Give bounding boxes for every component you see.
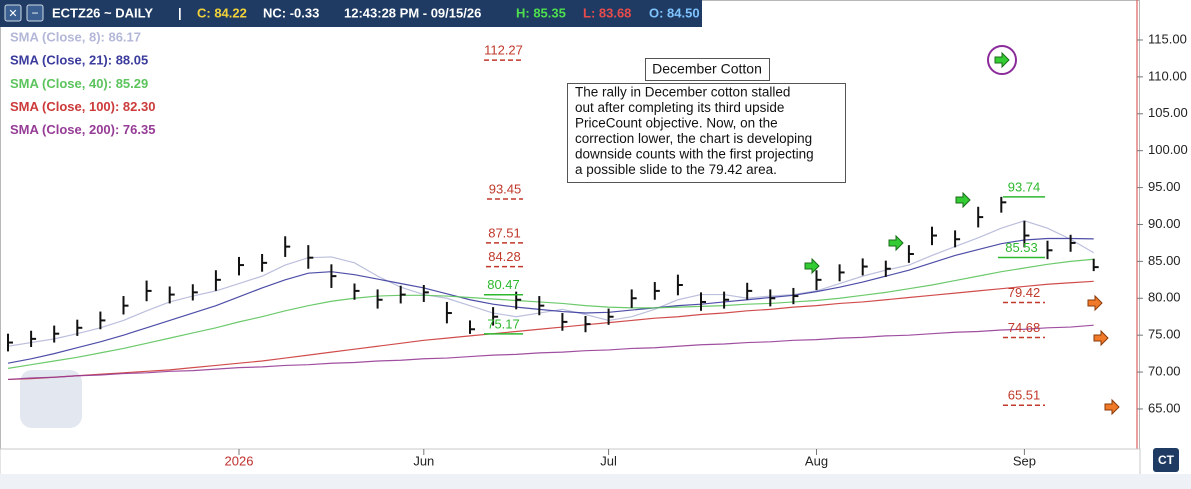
open-price: O: 84.50 [649, 5, 700, 20]
y-tick-label: 100.00 [1148, 142, 1188, 157]
minimize-icon: − [31, 6, 38, 20]
level-label: 80.47 [487, 277, 520, 292]
legend-entry: SMA (Close, 200): 76.35 [10, 122, 155, 137]
close-button[interactable] [4, 4, 22, 22]
sma-lines [7, 220, 1095, 381]
callout-line: correction lower, the chart is developin… [575, 131, 812, 146]
y-tick-label: 85.00 [1148, 253, 1181, 268]
logo-mark: CT [1158, 453, 1175, 467]
net-change-label: NC: -0.33 [263, 5, 319, 20]
callout: The rally in December cotton stalledout … [575, 85, 814, 178]
callout-line: PriceCount objective. Now, on the [575, 116, 778, 131]
level-label: 93.45 [489, 181, 522, 196]
levels: 112.27 93.45 87.51 84.28 80.47 75.17 93.74 85.5… [484, 43, 1045, 406]
callout-line: The rally in December cotton stalled [575, 85, 790, 100]
highlight-circle [987, 45, 1017, 75]
low-price: L: 83.68 [583, 5, 631, 20]
sma-line [7, 280, 1094, 381]
close-icon: ✕ [8, 8, 17, 20]
logo [1153, 448, 1179, 472]
callout-frame [567, 83, 846, 183]
x-tick-label: 2026 [225, 453, 254, 468]
level-label: 75.17 [487, 316, 520, 331]
sma-line [7, 324, 1094, 381]
separator: | [178, 5, 182, 20]
timestamp: 12:43:28 PM - 09/15/26 [344, 5, 481, 20]
y-tick-label: 65.00 [1148, 400, 1181, 415]
header-bar [0, 0, 702, 27]
sma-line [7, 258, 1094, 369]
symbol: ECTZ26 ~ DAILY [52, 5, 153, 20]
level-label: 65.51 [1008, 388, 1041, 403]
y-tick-label: 70.00 [1148, 364, 1181, 379]
legend-entry: SMA (Close, 40): 85.29 [10, 76, 148, 91]
price-bars [7, 196, 1099, 352]
level-label: 93.74 [1008, 179, 1041, 194]
callout-line: a possible slide to the 79.42 area. [575, 162, 777, 177]
level-label: 85.53 [1005, 240, 1038, 255]
sma-line [7, 220, 1095, 347]
watermark-badge [20, 370, 82, 428]
close-price: C: 84.22 [197, 5, 247, 20]
x-tick-label: Jun [413, 453, 434, 468]
legend: SMA (Close, 8): 86.17 SMA (Close, 21): 88… [10, 29, 155, 137]
level-label: 84.28 [488, 249, 521, 264]
sma-line [7, 237, 1094, 364]
box-title-frame [645, 58, 770, 81]
y-tick-label: 80.00 [1148, 290, 1181, 305]
x-axis-band [0, 448, 1141, 476]
x-tick-label: Aug [805, 453, 828, 468]
callout-line: downside counts with the first projectin… [575, 147, 814, 162]
level-label: 112.27 [484, 43, 523, 58]
y-tick-label: 75.00 [1148, 327, 1181, 342]
level-label: 74.68 [1008, 320, 1041, 335]
x-axis: 2026 Jun Jul Aug Sep [225, 449, 1036, 468]
y-tick-label: 110.00 [1148, 68, 1187, 83]
footer [0, 474, 1191, 489]
legend-entry: SMA (Close, 100): 82.30 [10, 99, 155, 114]
y-axis: 115.00 110.00 105.00 100.00 95.00 90.00 85.00 8… [1137, 31, 1188, 415]
y-tick-label: 115.00 [1148, 31, 1187, 46]
y-tick-label: 105.00 [1148, 105, 1188, 120]
level-label: 79.42 [1008, 285, 1041, 300]
legend-entry: SMA (Close, 21): 88.05 [10, 53, 148, 68]
callout-line: out after completing its third upside [575, 100, 784, 115]
x-tick-label: Jul [600, 453, 617, 468]
y-tick-label: 95.00 [1148, 179, 1181, 194]
level-label: 87.51 [488, 225, 521, 240]
high-price: H: 85.35 [516, 5, 566, 20]
legend-entry: SMA (Close, 8): 86.17 [10, 29, 141, 44]
box-title: December Cotton [652, 61, 762, 77]
minimize-button[interactable] [26, 4, 44, 22]
y-tick-label: 90.00 [1148, 216, 1181, 231]
watermark-logo [20, 370, 82, 428]
x-tick-label: Sep [1013, 453, 1036, 468]
